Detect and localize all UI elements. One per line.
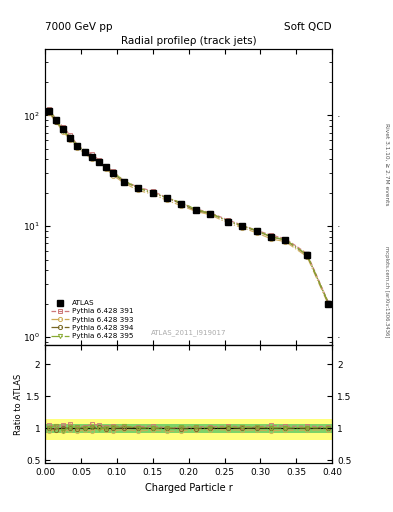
Legend: ATLAS, Pythia 6.428 391, Pythia 6.428 393, Pythia 6.428 394, Pythia 6.428 395: ATLAS, Pythia 6.428 391, Pythia 6.428 39… — [49, 298, 136, 342]
Bar — [45, 418, 332, 440]
Y-axis label: Ratio to ATLAS: Ratio to ATLAS — [14, 373, 23, 435]
Text: Rivet 3.1.10, ≥ 2.7M events: Rivet 3.1.10, ≥ 2.7M events — [384, 122, 389, 205]
Title: Radial profileρ (track jets): Radial profileρ (track jets) — [121, 36, 257, 47]
Text: Soft QCD: Soft QCD — [285, 23, 332, 32]
Text: 7000 GeV pp: 7000 GeV pp — [45, 23, 113, 32]
Bar — [45, 423, 332, 433]
Text: ATLAS_2011_I919017: ATLAS_2011_I919017 — [151, 329, 226, 336]
Text: mcplots.cern.ch [arXiv:1306.3436]: mcplots.cern.ch [arXiv:1306.3436] — [384, 246, 389, 337]
X-axis label: Charged Particle r: Charged Particle r — [145, 483, 233, 493]
